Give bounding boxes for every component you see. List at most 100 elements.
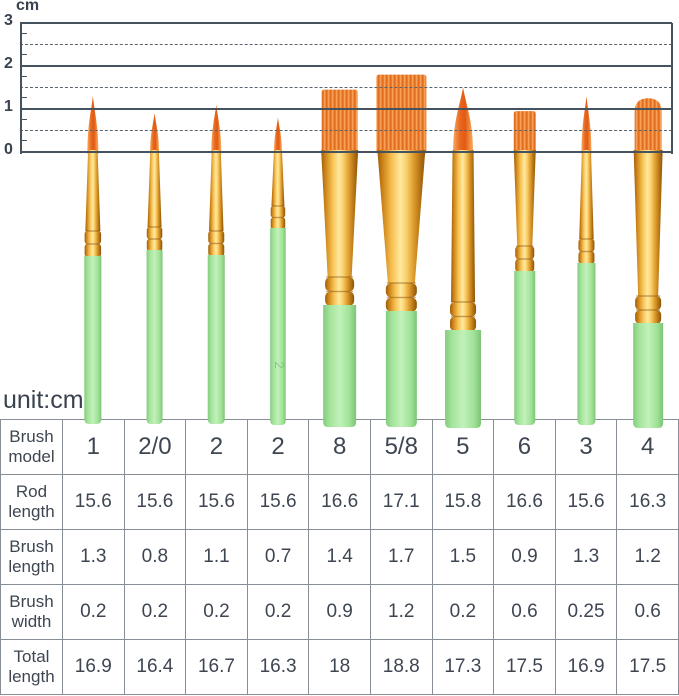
- crimp-groove: [271, 216, 285, 219]
- ferrule: [271, 150, 285, 206]
- crimp-groove: [516, 245, 534, 247]
- bristles-round: [211, 104, 222, 154]
- handle: [577, 263, 596, 425]
- crimp-groove: [209, 230, 224, 232]
- brush-9: [577, 96, 596, 425]
- crimp-groove: [579, 250, 594, 253]
- bristles-round: [453, 87, 474, 154]
- table-row: Brush width 0.2 0.2 0.2 0.2 0.9 1.2 0.2 0.6 0.25 0…: [0, 584, 679, 640]
- ferrule: [321, 150, 359, 277]
- ferrule-crimp-ring: [208, 231, 225, 244]
- ferrule-crimp-ring: [385, 297, 417, 312]
- brush-6: [376, 74, 427, 427]
- bristles-round: [150, 113, 160, 154]
- ferrule: [633, 150, 663, 296]
- bristles-flat: [376, 74, 427, 154]
- bristles-round: [273, 117, 282, 154]
- cell: 16.6: [493, 474, 556, 530]
- brush-5: [321, 89, 359, 427]
- ferrule-crimp-ring: [146, 239, 163, 251]
- row-header: Total length: [0, 639, 63, 695]
- brush-4: 2: [270, 117, 287, 425]
- handle: [514, 271, 536, 425]
- cell: 1: [62, 419, 125, 475]
- cell: 0.2: [185, 584, 248, 640]
- cell: 16.4: [123, 639, 187, 695]
- cell: 2: [246, 419, 310, 475]
- ferrule-crimp-ring: [450, 316, 477, 331]
- bristles-flat: [321, 89, 358, 154]
- cell: 0.2: [62, 584, 125, 640]
- bristles-round: [87, 96, 99, 154]
- crimp-groove: [636, 295, 661, 297]
- handle: [323, 305, 357, 427]
- cell: 15.6: [123, 474, 187, 530]
- ferrule: [579, 150, 594, 239]
- crimp-groove: [451, 315, 476, 318]
- bristles-flat: [513, 111, 536, 154]
- ferrule-crimp-ring: [515, 246, 535, 259]
- handle: [207, 255, 225, 424]
- handle: [270, 228, 286, 425]
- ferrule-crimp-ring: [450, 302, 477, 317]
- bristles-filbert: [634, 98, 662, 154]
- handle: [146, 250, 163, 424]
- cell: 0.7: [246, 529, 310, 585]
- handle-size-mark: 2: [272, 361, 287, 368]
- crimp-groove: [209, 242, 224, 245]
- table-row: Rod length 15.6 15.6 15.6 15.6 16.6 17.1 15.8 16…: [0, 474, 679, 530]
- ferrule-crimp-ring: [208, 243, 225, 256]
- unit-note: unit:cm: [3, 386, 84, 414]
- crimp-groove: [85, 230, 101, 232]
- ferrule-crimp-ring: [515, 259, 535, 272]
- handle: [84, 256, 102, 424]
- cell: 4: [616, 419, 679, 475]
- cell: 17.5: [616, 639, 679, 695]
- ferrule-crimp-ring: [325, 291, 355, 306]
- crimp-groove: [326, 290, 354, 293]
- cell: 1.3: [62, 529, 125, 585]
- cell: 1.2: [369, 584, 433, 640]
- cell: 5/8: [369, 419, 433, 475]
- cell: 2: [185, 419, 248, 475]
- ferrule-crimp-ring: [578, 239, 595, 252]
- ferrule: [377, 150, 426, 283]
- cell: 8: [308, 419, 371, 475]
- crimp-groove: [579, 238, 594, 240]
- ferrule: [451, 150, 476, 302]
- ferrule-crimp-ring: [635, 296, 662, 310]
- cell: 0.8: [123, 529, 187, 585]
- cell: 16.9: [62, 639, 125, 695]
- cell: 0.9: [308, 584, 371, 640]
- cell: 1.2: [616, 529, 679, 585]
- ferrule-crimp-ring: [270, 206, 286, 218]
- cell: 18.8: [369, 639, 433, 695]
- cell: 6: [493, 419, 556, 475]
- row-header: Brush length: [0, 529, 63, 585]
- ruler-unit-label: cm: [16, 0, 40, 14]
- ferrule-crimp-ring: [385, 283, 417, 298]
- crimp-groove: [147, 226, 162, 228]
- cell: 1.5: [431, 529, 495, 585]
- brush-2: [146, 113, 163, 424]
- row-header: Rod length: [0, 474, 63, 530]
- crimp-groove: [147, 238, 162, 240]
- bristles-round: [581, 96, 592, 154]
- cell: 0.2: [246, 584, 310, 640]
- cell: 18: [308, 639, 371, 695]
- ferrule-crimp-ring: [146, 227, 163, 239]
- ferrule: [147, 150, 162, 227]
- cell: 2/0: [123, 419, 187, 475]
- cell: 17.3: [431, 639, 495, 695]
- ferrule-crimp-ring: [270, 217, 286, 229]
- cell: 16.6: [308, 474, 371, 530]
- crimp-groove: [636, 309, 661, 311]
- cell: 15.6: [185, 474, 248, 530]
- cell: 15.6: [62, 474, 125, 530]
- cell: 17.1: [369, 474, 433, 530]
- brush-8: [513, 111, 536, 425]
- brush-1: [84, 96, 102, 424]
- cell: 1.1: [185, 529, 248, 585]
- cell: 1.4: [308, 529, 371, 585]
